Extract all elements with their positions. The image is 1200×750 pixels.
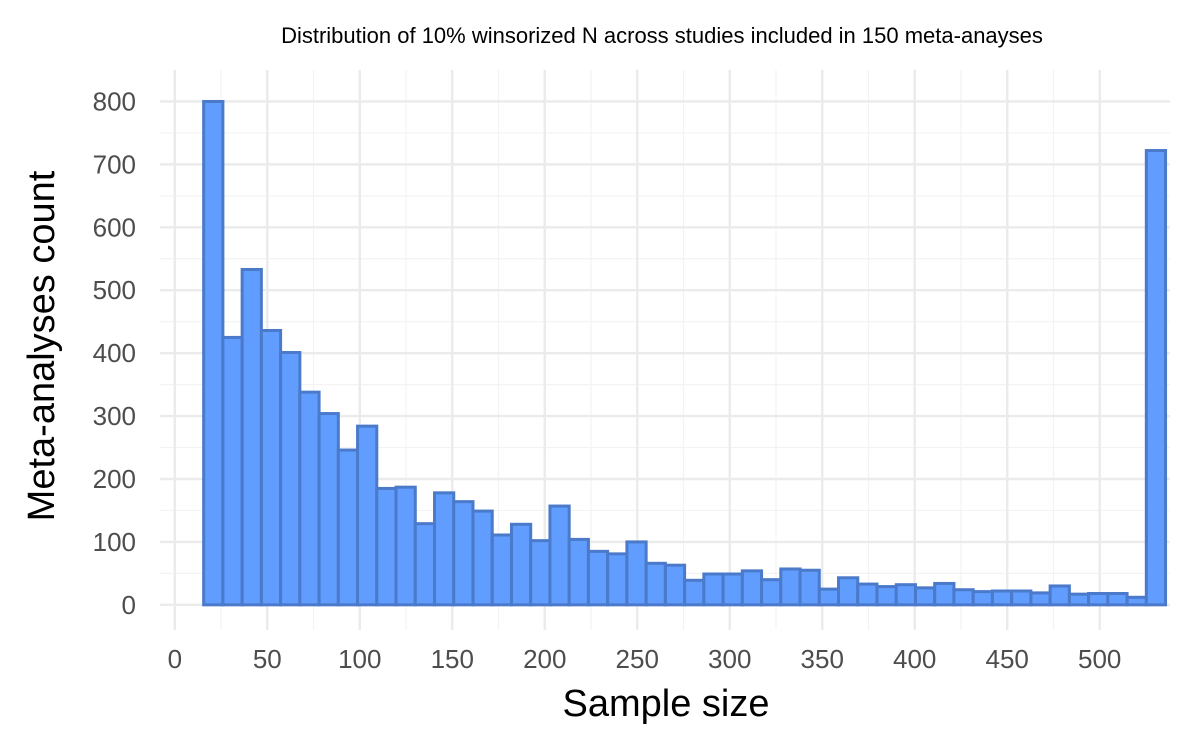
- y-axis-ticks: 0 100 200 300 400 500 600 700 800: [93, 86, 136, 619]
- x-tick-label: 250: [616, 644, 659, 674]
- histogram-bar: [1010, 589, 1033, 607]
- histogram-bar: [221, 335, 244, 607]
- y-tick-label: 600: [93, 212, 136, 242]
- histogram-bar: [490, 533, 513, 607]
- histogram-bar: [894, 583, 917, 607]
- histogram-bar: [1029, 591, 1052, 607]
- histogram-bar: [471, 509, 494, 607]
- histogram-bar: [817, 587, 841, 607]
- y-tick-label: 200: [93, 464, 136, 494]
- histogram-bar: [606, 552, 629, 607]
- x-tick-label: 150: [431, 644, 474, 674]
- histogram-bar: [1144, 149, 1168, 607]
- y-tick-label: 100: [93, 527, 136, 557]
- histogram-bar: [798, 568, 821, 607]
- y-tick-label: 700: [93, 149, 136, 179]
- histogram-bar: [779, 567, 802, 607]
- histogram-bar: [913, 586, 937, 607]
- histogram-bar: [298, 390, 321, 607]
- y-tick-label: 0: [122, 590, 136, 620]
- chart-title: Distribution of 10% winsorized N across …: [281, 23, 1043, 48]
- histogram-bar: [1106, 592, 1129, 607]
- histogram-bar: [452, 500, 475, 607]
- y-tick-label: 500: [93, 275, 136, 305]
- histogram-bar: [240, 267, 263, 607]
- x-tick-label: 200: [523, 644, 566, 674]
- histogram-bar: [721, 572, 744, 607]
- histogram-bar: [933, 581, 956, 607]
- x-tick-label: 100: [338, 644, 381, 674]
- histogram-bar: [529, 539, 552, 607]
- histogram-bar: [856, 582, 879, 607]
- histogram-bar: [1125, 595, 1148, 607]
- histogram-bar: [279, 351, 302, 607]
- histogram-bar: [952, 588, 975, 607]
- x-axis-title: Sample size: [563, 683, 770, 725]
- histogram-bar: [740, 569, 764, 607]
- histogram-bar: [317, 412, 340, 607]
- y-tick-label: 400: [93, 338, 136, 368]
- histogram-bar: [875, 585, 898, 607]
- histogram-bar: [1048, 584, 1071, 607]
- histogram-bar: [1067, 592, 1091, 607]
- histogram-bars: [202, 99, 1168, 607]
- histogram-bar: [413, 522, 437, 607]
- histogram-bar: [567, 537, 590, 607]
- histogram-bar: [683, 578, 706, 607]
- histogram-bar: [548, 504, 571, 607]
- histogram-bar: [394, 485, 417, 607]
- histogram-bar: [837, 576, 860, 607]
- x-tick-label: 0: [168, 644, 182, 674]
- x-tick-label: 450: [986, 644, 1029, 674]
- y-axis-title: Meta-analyses count: [21, 170, 63, 521]
- histogram-bar: [202, 99, 225, 607]
- histogram-bar: [259, 328, 283, 607]
- histogram-bar: [336, 448, 360, 607]
- histogram-bar: [702, 572, 725, 607]
- histogram-bar: [433, 491, 456, 607]
- histogram-bar: [356, 424, 379, 607]
- x-axis-ticks: 0 50 100 150 200 250 300 350 400 450 500: [168, 644, 1122, 674]
- histogram-bar: [990, 589, 1014, 607]
- x-tick-label: 50: [253, 644, 282, 674]
- x-tick-label: 400: [893, 644, 936, 674]
- histogram-bar: [644, 561, 667, 607]
- x-tick-label: 500: [1078, 644, 1121, 674]
- y-tick-label: 800: [93, 86, 136, 116]
- histogram-bar: [1087, 592, 1110, 607]
- histogram-bar: [509, 522, 533, 607]
- histogram-bar: [663, 563, 687, 607]
- histogram-bar: [971, 590, 994, 607]
- x-tick-label: 300: [708, 644, 751, 674]
- histogram-bar: [586, 549, 610, 607]
- x-tick-label: 350: [801, 644, 844, 674]
- histogram-bar: [625, 540, 648, 607]
- histogram-bar: [375, 486, 398, 607]
- histogram-bar: [760, 578, 783, 607]
- y-tick-label: 300: [93, 401, 136, 431]
